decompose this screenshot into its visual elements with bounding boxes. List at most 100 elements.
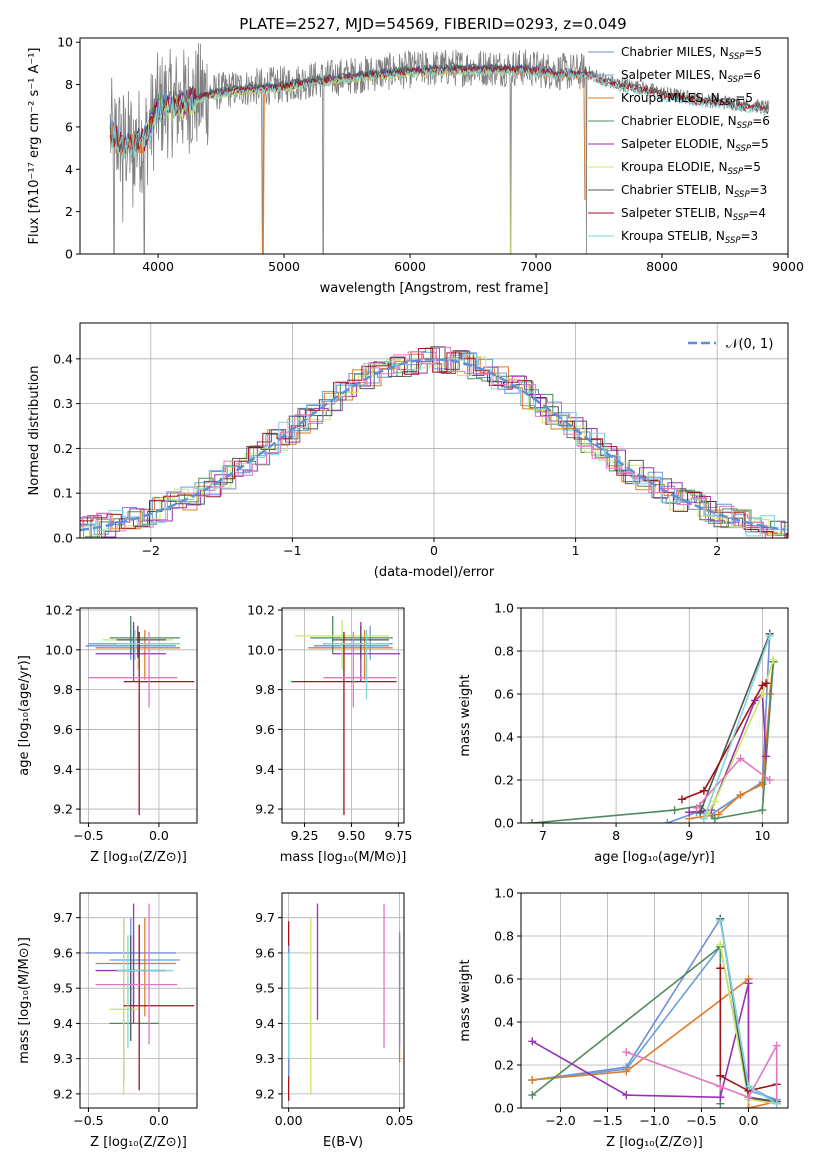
spectrum-ytick-label-1: 2: [65, 204, 73, 219]
spectrum-xtick-label-1: 5000: [268, 259, 300, 274]
mass_vs_EBV-ytick-label-2: 9.4: [255, 1016, 275, 1031]
weight_vs_age-marker-5-2: [758, 690, 767, 698]
spectrum-xtick-label-4: 8000: [646, 259, 678, 274]
spectrum-xtick-label-3: 7000: [520, 259, 552, 274]
mass_vs_Z-ytick-label-1: 9.3: [53, 1051, 73, 1066]
weight_vs_age-marker-4-4: [762, 752, 771, 761]
residuals-hist-kroupa_miles: [80, 350, 788, 538]
mass-vs-ebv-plot: 0.00 0.05 9.2 9.3 9.4 9.5 9.6 9.7 E(B-V): [255, 892, 414, 1150]
mass-vs-metallicity-plot: −0.5 0.0 9.2 9.3 9.4 9.5 9.6 9.7 Z [log₁₀(Z/Z⊙)]…: [17, 892, 198, 1150]
age_vs_mass-ytick-label-1: 9.4: [255, 762, 275, 777]
weight_vs_Z-ytick-label-1: 0.2: [494, 1058, 514, 1073]
spectrum-frame: [79, 37, 789, 255]
age_vs_Z-marks: [85, 615, 195, 816]
age_vs_Z-xtick-label-0: −0.5: [73, 828, 103, 843]
spectrum-xtick-label-2: 6000: [394, 259, 426, 274]
age-vs-metallicity-plot: −0.5 0.0 9.2 9.4 9.6 9.8 10.0 10.2 Z [log₁₀(Z/Z⊙…: [17, 602, 198, 865]
age_vs_mass-ytick-label-3: 9.8: [255, 682, 275, 697]
weight_vs_age-frame: [520, 607, 789, 824]
residuals-gaussian-curve: [80, 358, 786, 532]
weight_vs_age-line-chabrier_stelib: [699, 633, 771, 813]
spectrum-legend-label-6: Chabrier STELIB, NSSP=3: [621, 183, 767, 200]
spectrum-ytick-label-4: 8: [65, 77, 73, 92]
weight_vs_age-marks: [527, 629, 778, 823]
residuals-hist-kroupa_elodie: [80, 356, 788, 536]
mass_vs_EBV-xtick-label-1: 0.05: [386, 1113, 414, 1128]
spectrum-model-kroupa_elodie: [145, 67, 511, 254]
mass_vs_Z-xtick-label-1: 0.0: [149, 1113, 169, 1128]
mass_vs_EBV-xtick-label-0: 0.00: [275, 1113, 303, 1128]
spectrum-legend: Chabrier MILES, NSSP=5 Salpeter MILES, NS…: [588, 45, 770, 246]
mass_vs_Z-ytick-label-5: 9.7: [53, 910, 73, 925]
spectrum-model-kroupa_stelib: [109, 66, 769, 159]
age_vs_mass-frame: [281, 607, 405, 824]
weight_vs_age-ytick-label-3: 0.6: [494, 687, 514, 702]
residuals-xtick-label-0: −2: [142, 543, 160, 558]
age_vs_Z-frame: [79, 607, 198, 824]
age_vs_Z-ytick-label-3: 9.8: [53, 682, 73, 697]
mass_vs_EBV-ytick-label-4: 9.6: [255, 945, 275, 960]
spectrum-legend-label-7: Salpeter STELIB, NSSP=4: [621, 206, 766, 223]
spectrum-legend-label-5: Kroupa ELODIE, NSSP=5: [621, 160, 761, 177]
weight_vs_age-xtick-label-1: 8: [612, 828, 620, 843]
weight_vs_Z-marker-7-0: [716, 964, 725, 973]
spectrum-ytick-label-5: 10: [57, 35, 73, 50]
weight_vs_Z-ytick-label-5: 1.0: [494, 886, 514, 901]
weight_vs_Z-marker-4-3: [744, 979, 753, 988]
weight_vs_age-marker-3-4: [758, 806, 767, 815]
spectrum-plot: 4000 5000 6000 7000 8000 9000 0 2 4 6 8 10 wavelengt…: [27, 35, 804, 296]
weight_vs_age-marker-7-3: [762, 679, 771, 688]
weight_vs_age-xtick-label-3: 10: [754, 828, 770, 843]
residuals-xtick-label-2: 0: [430, 543, 438, 558]
weight-vs-age-plot: 7 8 9 10 0.0 0.2 0.4 0.6 0.8 1.0 age [log₁₀(age/yr…: [458, 601, 789, 865]
weight-vs-metallicity-plot: −2.0 −1.5 −1.0 −0.5 0.0 0.0 0.2 0.4 0.6 0.8 1.0 Z […: [458, 886, 789, 1150]
weight_vs_age-ytick-label-4: 0.8: [494, 644, 514, 659]
weight_vs_Z-line-salpeter_stelib: [719, 968, 777, 1092]
mass_vs_Z-xtick-label-0: −0.5: [73, 1113, 103, 1128]
mass_vs_EBV-grid: [282, 893, 404, 1108]
residuals-marks: [80, 346, 788, 538]
residuals-hist-kroupa_stelib: [80, 353, 788, 537]
mass_vs_Z-frame: [79, 892, 198, 1109]
spectrum-ytick-label-3: 6: [65, 119, 73, 134]
residuals-frame: [79, 322, 789, 539]
weight_vs_age-marker-3-0: [527, 819, 536, 823]
spectrum-ytick-label-0: 0: [65, 247, 73, 262]
residuals-hist-pink: [80, 346, 788, 538]
age_vs_Z-ytick-label-2: 9.6: [53, 722, 73, 737]
mass_vs_Z-ylabel: mass [log₁₀(M/M⊙)]: [17, 937, 32, 1064]
residuals-ytick-label-4: 0.4: [53, 351, 73, 366]
weight_vs_age-marker-7-0: [677, 795, 686, 804]
weight_vs_age-ylabel: mass weight: [458, 674, 473, 756]
weight_vs_Z-marks: [528, 914, 781, 1108]
weight_vs_Z-marker-8-0: [622, 1048, 631, 1057]
weight_vs_Z-ytick-label-4: 0.8: [494, 929, 514, 944]
spectrum-title: PLATE=2527, MJD=54569, FIBERID=0293, z=0…: [239, 15, 626, 33]
spectrum-legend-label-4: Salpeter ELODIE, NSSP=5: [621, 137, 769, 154]
weight_vs_Z-marker-7-1: [716, 1071, 725, 1080]
residuals-ytick-label-0: 0.0: [53, 531, 73, 546]
mass_vs_Z-xlabel: Z [log₁₀(Z/Z⊙)]: [90, 1135, 187, 1150]
weight_vs_age-xlabel: age [log₁₀(age/yr)]: [594, 850, 715, 865]
weight_vs_Z-xtick-label-4: 0.0: [739, 1113, 759, 1128]
spectrum-marks: [109, 43, 770, 254]
spectrum-legend-label-2: Kroupa MILES, NSSP=5: [621, 91, 753, 108]
weight_vs_age-marker-2-1: [714, 810, 723, 819]
spectrum-model-salpeter_miles: [109, 64, 586, 200]
weight_vs_Z-marker-8-3: [772, 1041, 781, 1050]
weight_vs_Z-marker-2-3: [744, 1104, 753, 1108]
weight_vs_Z-marker-4-2: [716, 1093, 725, 1102]
residuals-xtick-label-3: 1: [572, 543, 580, 558]
age_vs_mass-grid: [282, 608, 404, 823]
spectrum-legend-label-0: Chabrier MILES, NSSP=5: [621, 45, 762, 62]
weight_vs_age-marker-7-1: [699, 786, 708, 795]
weight_vs_Z-xtick-label-0: −2.0: [545, 1113, 575, 1128]
weight_vs_age-ytick-label-1: 0.2: [494, 773, 514, 788]
weight_vs_Z-marker-4-1: [622, 1091, 631, 1100]
spectrum-legend-label-8: Kroupa STELIB, NSSP=3: [621, 229, 758, 246]
mass_vs_EBV-ytick-label-5: 9.7: [255, 910, 275, 925]
weight_vs_Z-marker-5-0: [716, 940, 725, 949]
residuals-histogram: −2 −1 0 1 2 0.0 0.1 0.2 0.3 0.4 (data-model)/error…: [27, 322, 789, 580]
age_vs_mass-xlabel: mass [log₁₀(M/M⊙)]: [280, 850, 407, 865]
weight_vs_age-marker-8-0: [692, 803, 701, 812]
